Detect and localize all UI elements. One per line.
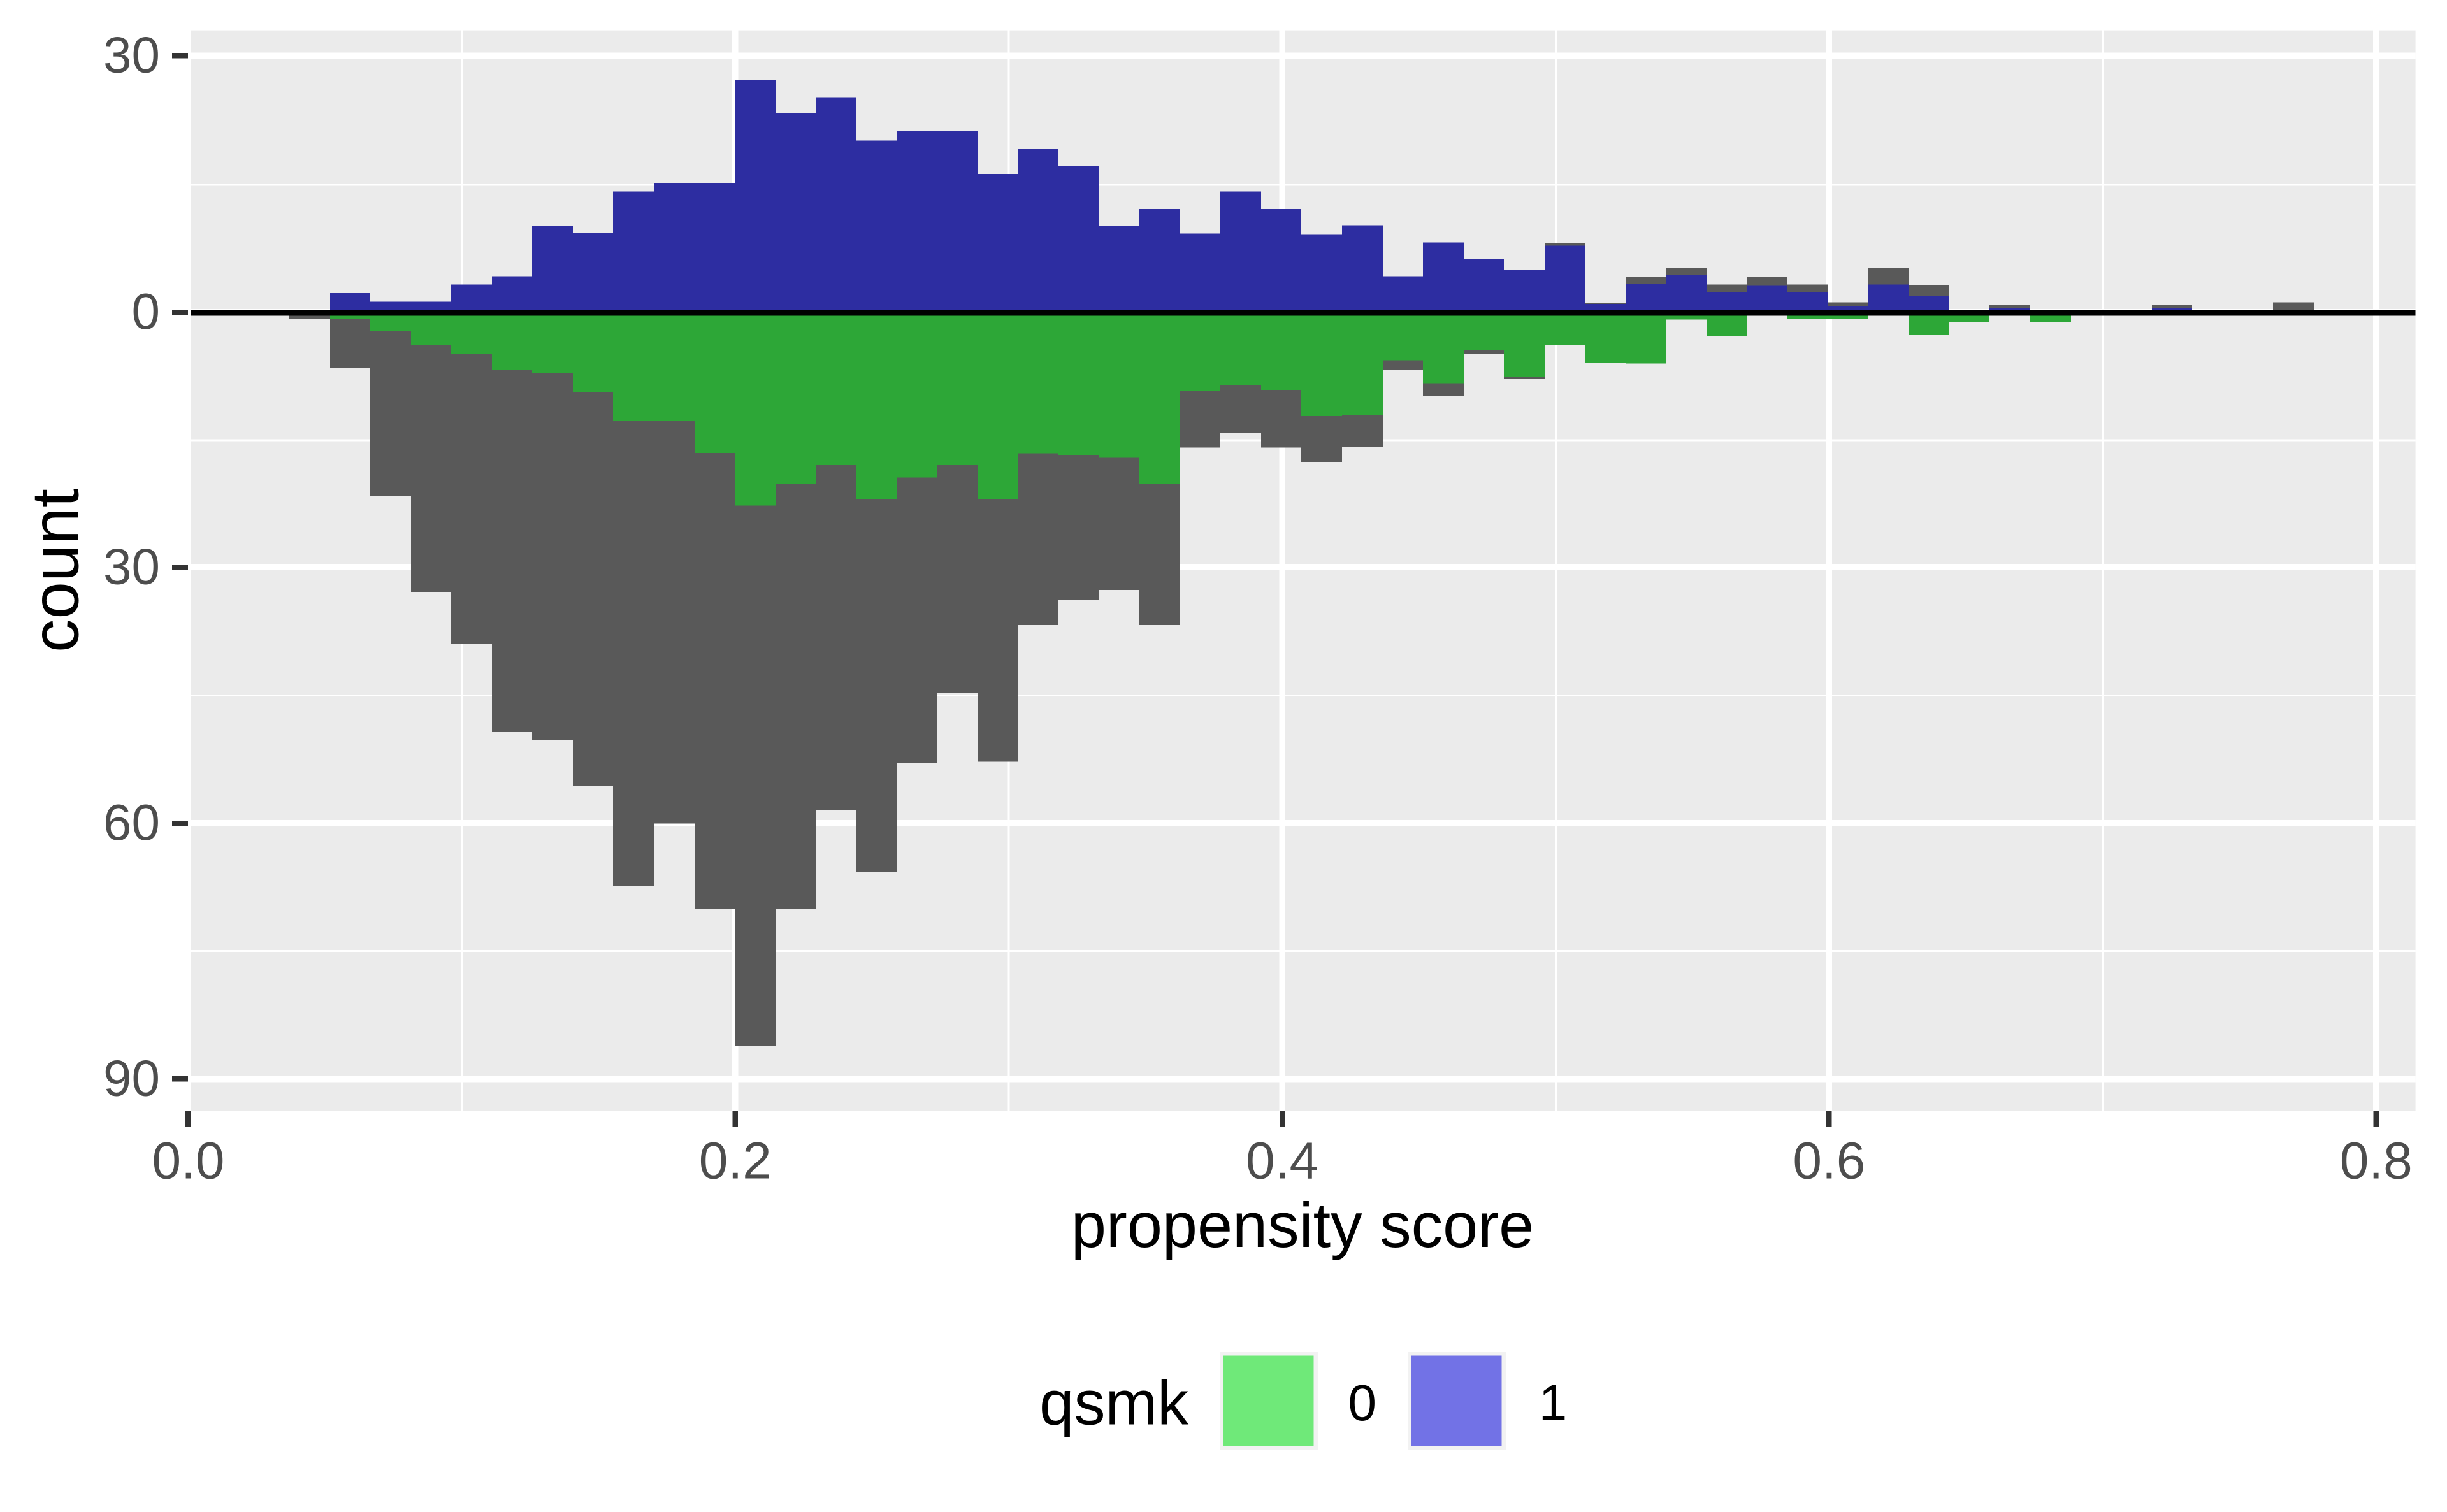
svg-text:0.2: 0.2: [699, 1132, 772, 1190]
svg-text:30: 30: [103, 538, 160, 595]
svg-text:0.0: 0.0: [152, 1132, 225, 1190]
svg-text:60: 60: [103, 794, 160, 851]
svg-text:0.8: 0.8: [2340, 1132, 2413, 1190]
svg-text:90: 90: [103, 1050, 160, 1107]
svg-text:30: 30: [103, 27, 160, 83]
svg-text:0.6: 0.6: [1793, 1132, 1865, 1190]
svg-text:count: count: [18, 489, 93, 652]
svg-text:1: 1: [1539, 1374, 1568, 1431]
svg-text:qsmk: qsmk: [1039, 1368, 1189, 1438]
svg-text:0: 0: [1348, 1374, 1376, 1431]
svg-text:0: 0: [132, 283, 161, 340]
svg-text:propensity score: propensity score: [1071, 1190, 1534, 1260]
svg-text:0.4: 0.4: [1246, 1132, 1318, 1190]
